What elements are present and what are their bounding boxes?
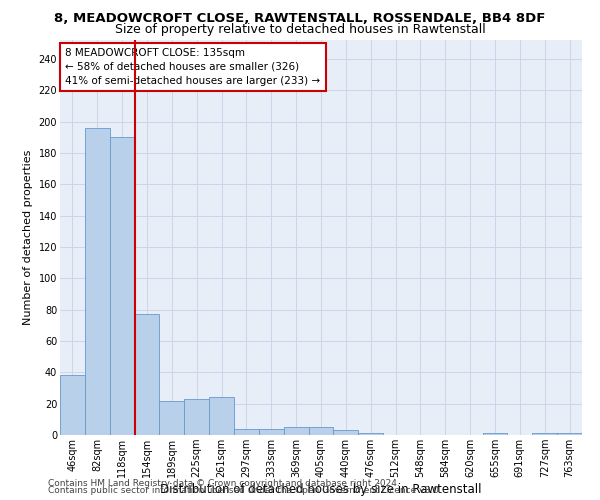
- Bar: [259, 428, 284, 435]
- Bar: [532, 434, 557, 435]
- Text: Contains public sector information licensed under the Open Government Licence v3: Contains public sector information licen…: [48, 486, 442, 495]
- Bar: [209, 398, 234, 435]
- Text: 8 MEADOWCROFT CLOSE: 135sqm
← 58% of detached houses are smaller (326)
41% of se: 8 MEADOWCROFT CLOSE: 135sqm ← 58% of det…: [65, 48, 320, 86]
- Bar: [284, 427, 308, 435]
- X-axis label: Distribution of detached houses by size in Rawtenstall: Distribution of detached houses by size …: [160, 483, 482, 496]
- Bar: [85, 128, 110, 435]
- Bar: [134, 314, 160, 435]
- Bar: [234, 428, 259, 435]
- Text: Size of property relative to detached houses in Rawtenstall: Size of property relative to detached ho…: [115, 22, 485, 36]
- Bar: [358, 434, 383, 435]
- Y-axis label: Number of detached properties: Number of detached properties: [23, 150, 33, 325]
- Bar: [184, 399, 209, 435]
- Bar: [308, 427, 334, 435]
- Bar: [110, 137, 134, 435]
- Text: Contains HM Land Registry data © Crown copyright and database right 2024.: Contains HM Land Registry data © Crown c…: [48, 478, 400, 488]
- Bar: [160, 400, 184, 435]
- Bar: [334, 430, 358, 435]
- Bar: [557, 434, 582, 435]
- Text: 8, MEADOWCROFT CLOSE, RAWTENSTALL, ROSSENDALE, BB4 8DF: 8, MEADOWCROFT CLOSE, RAWTENSTALL, ROSSE…: [55, 12, 545, 24]
- Bar: [60, 376, 85, 435]
- Bar: [482, 434, 508, 435]
